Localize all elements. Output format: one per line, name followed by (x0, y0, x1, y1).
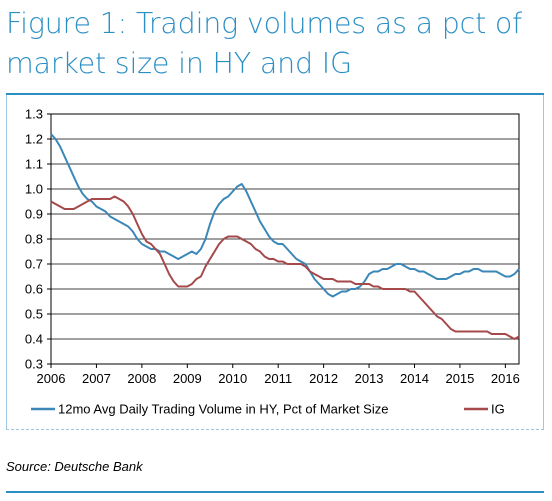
source-note: Source: Deutsche Bank (6, 459, 143, 474)
x-tick-label: 2015 (445, 371, 474, 386)
x-tick-label: 2010 (218, 371, 247, 386)
x-axis-ticks: 2006 2007 2008 2009 2010 2011 2012 2013 2014 2015… (37, 364, 520, 386)
legend-label: IG (491, 402, 505, 417)
series-line-ig (50, 195, 520, 340)
y-tick-label: 1.0 (25, 182, 43, 197)
y-axis-ticks: 1.3 1.2 1.1 1.0 0.9 0.8 0.7 0.6 0.5 0.4 0.3 (25, 107, 51, 372)
series-line-hy (50, 133, 520, 298)
y-tick-label: 0.3 (25, 357, 43, 372)
x-tick-label: 2016 (491, 371, 520, 386)
title-rule (6, 93, 544, 95)
gridlines (51, 138, 519, 340)
title-line-1: Figure 1: Trading volumes as a pct of (6, 7, 522, 40)
chart-frame (6, 95, 544, 429)
x-tick-label: 2006 (37, 371, 66, 386)
figure-title: Figure 1: Trading volumes as a pct of ma… (6, 4, 544, 84)
y-tick-label: 0.7 (25, 257, 43, 272)
y-tick-label: 0.8 (25, 232, 43, 247)
line-chart: 1.31.21.11.00.90.80.70.60.50.40.3 2006 20… (25, 107, 520, 417)
x-tick-label: 2008 (127, 371, 156, 386)
y-tick-label: 1.2 (25, 132, 43, 147)
x-tick-label: 2009 (173, 371, 202, 386)
x-tick-label: 2014 (400, 371, 429, 386)
x-tick-label: 2012 (309, 371, 338, 386)
y-tick-label: 1.1 (25, 157, 43, 172)
y-tick-label: 1.3 (25, 107, 43, 122)
y-tick-label: 0.6 (25, 282, 43, 297)
chart-bottom-rule (6, 429, 544, 430)
x-tick-label: 2007 (82, 371, 111, 386)
legend: 12mo Avg Daily Trading Volume in HY, Pct… (31, 402, 505, 417)
y-tick-label: 0.9 (25, 207, 43, 222)
bottom-rule (6, 491, 544, 493)
series-lines (50, 133, 520, 340)
x-tick-label: 2011 (264, 371, 292, 386)
x-tick-label: 2013 (355, 371, 384, 386)
legend-label: 12mo Avg Daily Trading Volume in HY, Pct… (58, 402, 388, 417)
y-tick-label: 0.4 (25, 332, 43, 347)
y-tick-label: 0.5 (25, 307, 43, 322)
title-line-2: market size in HY and IG (6, 47, 352, 80)
